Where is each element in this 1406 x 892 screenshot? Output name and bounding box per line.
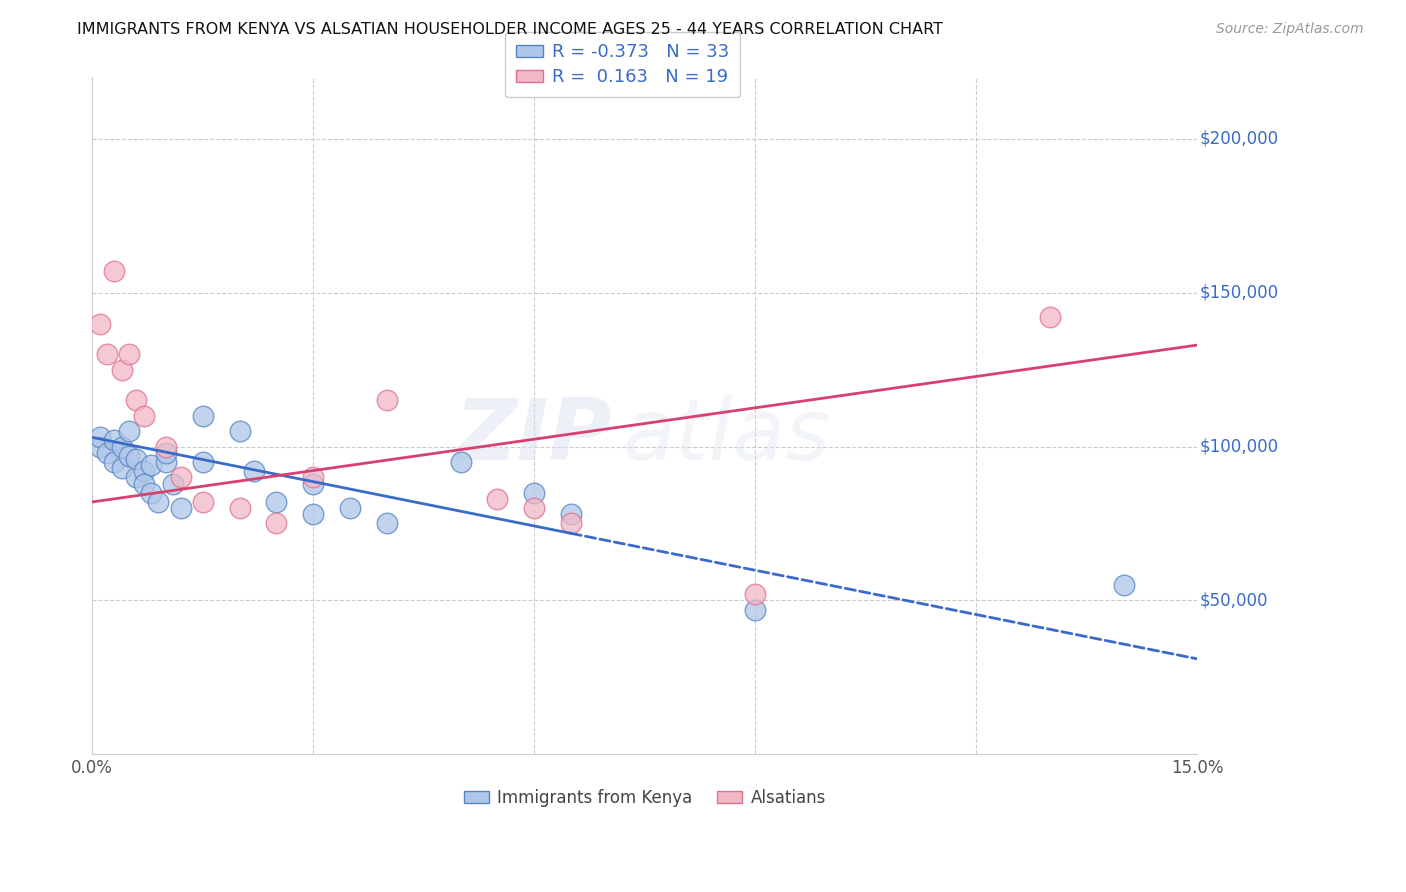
Text: atlas: atlas (623, 394, 831, 477)
Point (302, 508, 325, 522)
Legend: Immigrants from Kenya, Alsatians: Immigrants from Kenya, Alsatians (457, 782, 832, 814)
Point (111, 440, 134, 454)
Point (132, 464, 155, 478)
Text: $50,000: $50,000 (1199, 591, 1268, 609)
Point (103, 434, 125, 448)
Point (375, 516, 398, 531)
Text: IMMIGRANTS FROM KENYA VS ALSATIAN HOUSEHOLDER INCOME AGES 25 - 44 YEARS CORRELAT: IMMIGRANTS FROM KENYA VS ALSATIAN HOUSEH… (77, 22, 943, 37)
Point (560, 516, 582, 531)
Point (155, 446, 177, 460)
Point (191, 495, 214, 509)
Point (89, 430, 111, 444)
Point (744, 587, 766, 601)
Point (96, 347, 118, 361)
Point (375, 393, 398, 408)
Point (243, 464, 266, 478)
Point (523, 501, 546, 516)
Point (1039, 310, 1062, 325)
Point (1112, 578, 1135, 592)
Point (339, 501, 361, 516)
Point (89, 317, 111, 331)
Point (118, 347, 141, 361)
Point (302, 476, 325, 491)
Point (162, 476, 184, 491)
Point (103, 264, 125, 278)
Point (103, 455, 125, 469)
Point (89, 440, 111, 454)
Point (191, 409, 214, 423)
Point (125, 393, 148, 408)
Text: ZIP: ZIP (454, 394, 612, 477)
Point (560, 508, 582, 522)
Text: $100,000: $100,000 (1199, 438, 1278, 456)
Point (125, 470, 148, 484)
Text: Source: ZipAtlas.com: Source: ZipAtlas.com (1216, 22, 1364, 37)
Point (266, 516, 288, 531)
Point (450, 455, 472, 469)
Point (111, 461, 134, 475)
Point (132, 476, 155, 491)
Point (228, 424, 250, 438)
Text: $200,000: $200,000 (1199, 130, 1278, 148)
Point (302, 470, 325, 484)
Point (169, 501, 191, 516)
Text: $150,000: $150,000 (1199, 284, 1278, 301)
Point (486, 491, 509, 506)
Point (155, 440, 177, 454)
Point (169, 470, 191, 484)
Point (111, 362, 134, 376)
Point (266, 495, 288, 509)
Point (139, 458, 162, 472)
Point (132, 409, 155, 423)
Point (228, 501, 250, 516)
Point (118, 449, 141, 463)
Point (523, 485, 546, 500)
Point (191, 455, 214, 469)
Point (155, 455, 177, 469)
Point (148, 495, 170, 509)
Point (118, 424, 141, 438)
Point (744, 602, 766, 616)
Point (139, 485, 162, 500)
Point (125, 451, 148, 466)
Point (96, 446, 118, 460)
